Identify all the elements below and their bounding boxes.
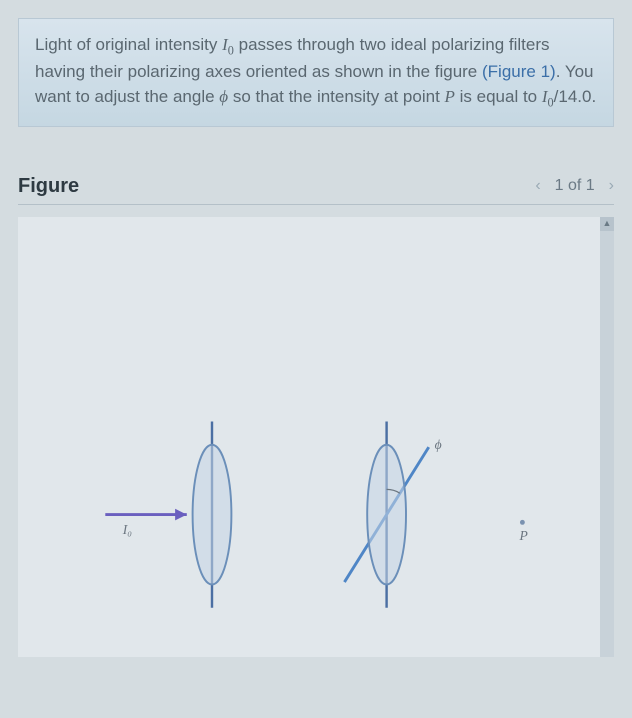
svg-text:I₀: I₀: [122, 522, 133, 537]
scrollbar[interactable]: ▲: [600, 217, 614, 657]
scroll-up-button[interactable]: ▲: [600, 217, 614, 231]
figure-canvas: I₀ ϕ P ▲: [18, 217, 614, 657]
prev-figure-button[interactable]: ‹: [535, 177, 540, 195]
figure-reference-link[interactable]: (Figure 1): [482, 62, 556, 81]
var-I0: I0: [222, 35, 234, 54]
problem-text-6: /14.0.: [554, 87, 597, 106]
figure-svg-wrap: I₀ ϕ P: [18, 217, 600, 657]
var-phi: ϕ: [219, 87, 228, 106]
next-figure-button[interactable]: ›: [609, 177, 614, 195]
problem-text-1: Light of original intensity: [35, 35, 222, 54]
figure-title: Figure: [18, 175, 79, 198]
problem-text-5: is equal to: [455, 87, 542, 106]
figure-nav: ‹ 1 of 1 ›: [535, 177, 614, 195]
var-I0-2: I0: [542, 87, 554, 106]
figure-header: Figure ‹ 1 of 1 ›: [18, 175, 614, 205]
svg-text:ϕ: ϕ: [435, 437, 442, 452]
problem-text-4: so that the intensity at point: [228, 87, 444, 106]
polarizer-diagram: I₀ ϕ P: [18, 217, 600, 657]
figure-counter: 1 of 1: [555, 177, 595, 195]
svg-text:P: P: [518, 528, 527, 543]
var-P: P: [445, 87, 455, 106]
problem-statement: Light of original intensity I0 passes th…: [18, 18, 614, 127]
